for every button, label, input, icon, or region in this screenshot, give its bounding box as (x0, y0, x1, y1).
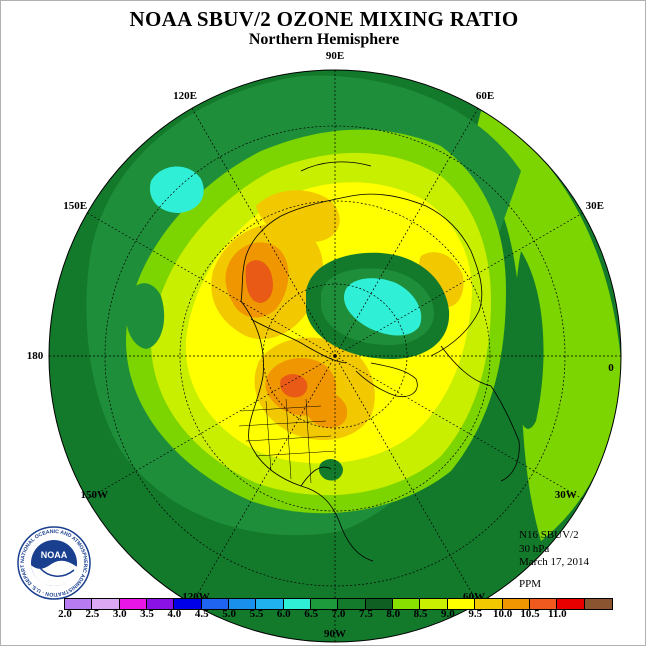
longitude-label: 150W (80, 489, 108, 501)
color-legend-tick-label: 10.0 (492, 608, 513, 620)
graticule (49, 70, 621, 642)
color-legend-swatch (584, 599, 612, 609)
color-legend-swatch (283, 599, 312, 609)
color-legend-swatch (92, 599, 120, 609)
longitude-label: 0 (608, 362, 614, 374)
noaa-logo-text: NOAA (41, 550, 68, 560)
longitude-label: 150E (63, 200, 88, 212)
color-legend-tick-label: 4.0 (167, 608, 182, 620)
units-label: PPM (519, 578, 542, 590)
color-legend-swatch (365, 599, 394, 609)
coast-asia-east (240, 161, 372, 302)
color-legend-swatch (174, 599, 202, 609)
color-legend-tick-label: 7.5 (358, 608, 373, 620)
noaa-logo: NATIONAL OCEANIC AND ATMOSPHERIC ADMINIS… (14, 521, 92, 601)
color-legend-tick-label: 8.5 (413, 608, 428, 620)
coast-africa (490, 385, 520, 482)
color-legend-swatch (65, 599, 93, 609)
contour-6-0-patch (149, 166, 204, 213)
color-legend-swatch (229, 599, 257, 609)
latitude-circle-30 (179, 200, 491, 512)
color-legend-swatch (201, 599, 230, 609)
coast-europe-asia (280, 193, 492, 387)
pressure-level-label: 30 hPa (519, 543, 550, 555)
color-legend-swatch (393, 599, 421, 609)
color-legend-swatch (447, 599, 476, 609)
longitude-label: 30W (554, 489, 577, 501)
map-outline (48, 69, 622, 643)
color-legend-tick-label: 5.5 (249, 608, 264, 620)
color-legend-tick-label: 5.0 (222, 608, 236, 620)
contour-10-0-a (245, 260, 273, 303)
color-legend-tick-label: 2.5 (85, 608, 100, 620)
longitude-label: 180 (26, 350, 44, 362)
color-legend-swatch (557, 599, 585, 609)
color-legend-bar (64, 598, 613, 610)
longitude-label: 30E (585, 200, 604, 212)
color-legend-swatch (147, 599, 175, 609)
contour-7-0-patch (318, 459, 343, 481)
color-legend-tick-label: 8.0 (386, 608, 401, 620)
longitude-label: 60E (475, 90, 495, 103)
color-legend-tick-label: 11.0 (547, 608, 567, 620)
contour-7-0-edge-strip (515, 251, 544, 429)
color-legend-swatch (420, 599, 448, 609)
color-legend-tick-label: 3.0 (112, 608, 127, 620)
satellite-label: N16 SBUV/2 (519, 529, 579, 541)
color-legend-swatch (119, 599, 148, 609)
color-legend-tick-label: 6.5 (304, 608, 319, 620)
contour-7-5-edge (471, 111, 621, 541)
longitude-label: 120E (173, 90, 197, 103)
contour-6-0-vortex (343, 278, 422, 336)
contour-9-5-c (304, 390, 348, 428)
color-legend-tick-label: 6.0 (276, 608, 291, 620)
color-legend-swatch (256, 599, 284, 609)
longitude-label: 90W (324, 628, 346, 640)
color-legend-tick-label: 9.5 (468, 608, 483, 620)
contour-10-0-b (280, 374, 308, 398)
color-legend-tick-label: 10.5 (520, 608, 540, 620)
coast-greenland (355, 362, 418, 398)
color-legend-swatch (529, 599, 558, 609)
color-legend-tick-label: 2.0 (58, 608, 72, 620)
contour-7-0-west (125, 283, 165, 349)
noaa-logo-icon: NATIONAL OCEANIC AND ATMOSPHERIC ADMINIS… (14, 521, 91, 600)
coastlines (238, 161, 520, 562)
map-subtitle: Northern Hemisphere (248, 31, 400, 48)
color-legend-swatch (338, 599, 366, 609)
color-legend-swatch (502, 599, 530, 609)
map-title: NOAA SBUV/2 OZONE MIXING RATIO (129, 7, 519, 31)
us-grid (238, 398, 337, 484)
coast-north-america (240, 300, 374, 562)
color-legend-tick-label: 7.0 (331, 608, 346, 620)
date-label: March 17, 2014 (519, 556, 589, 568)
color-legend-tick-label: 3.5 (140, 608, 154, 620)
color-legend-swatch (475, 599, 503, 609)
longitude-label: 90E (325, 50, 345, 62)
color-legend-tick-label: 9.0 (441, 608, 455, 620)
color-legend-tick-label: 4.5 (194, 608, 209, 620)
color-legend-swatch (311, 599, 339, 609)
